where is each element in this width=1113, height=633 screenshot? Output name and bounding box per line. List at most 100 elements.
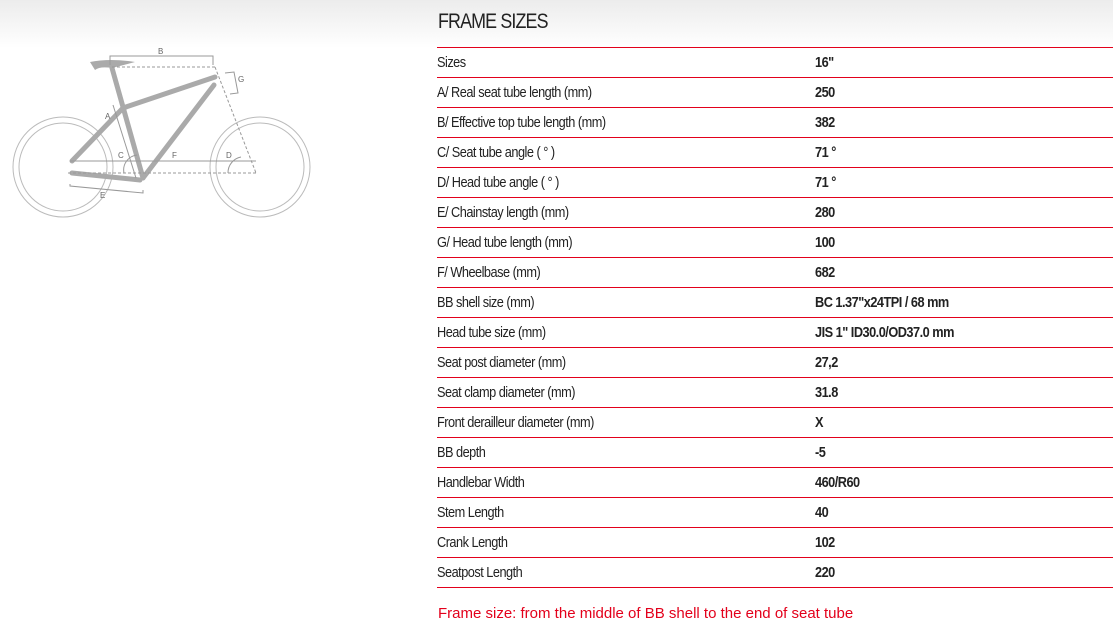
row-value-text: -5 [815, 444, 826, 461]
row-label-text: G/ Head tube length (mm) [437, 234, 573, 251]
row-label: Head tube size (mm) [437, 317, 815, 348]
row-value-text: 220 [815, 564, 835, 581]
row-label-text: Seat post diameter (mm) [437, 354, 566, 371]
table-row: Crank Length 102 [437, 527, 1113, 558]
bike-geometry-diagram: B G A C F D E [12, 47, 311, 218]
row-label: C/ Seat tube angle ( ° ) [437, 137, 815, 168]
row-value: 31.8 [815, 377, 1113, 408]
row-label: E/ Chainstay length (mm) [437, 197, 815, 228]
rear-wheel [12, 116, 114, 218]
row-label-text: Handlebar Width [437, 474, 525, 491]
table-row: Seat post diameter (mm) 27,2 [437, 347, 1113, 378]
row-label: F/ Wheelbase (mm) [437, 257, 815, 288]
row-label: BB shell size (mm) [437, 287, 815, 318]
page-title: FRAME SIZES [438, 10, 549, 33]
row-value-text: BC 1.37"x24TPI / 68 mm [815, 294, 949, 311]
table-row: Front derailleur diameter (mm) X [437, 407, 1113, 438]
row-value-text: 71 ° [815, 144, 836, 161]
row-label-text: C/ Seat tube angle ( ° ) [437, 144, 555, 161]
row-label: A/ Real seat tube length (mm) [437, 77, 815, 108]
table-row: Sizes 16" [437, 47, 1113, 78]
table-row: D/ Head tube angle ( ° ) 71 ° [437, 167, 1113, 198]
frame-size-note: Frame size: from the middle of BB shell … [438, 605, 854, 622]
label-c: C [118, 151, 124, 160]
row-value: 71 ° [815, 167, 1113, 198]
row-label-text: B/ Effective top tube length (mm) [437, 114, 606, 131]
label-e: E [100, 191, 105, 200]
label-g: G [238, 75, 244, 84]
row-value: X [815, 407, 1113, 438]
row-label-text: Seat clamp diameter (mm) [437, 384, 575, 401]
table-row: Seatpost Length 220 [437, 557, 1113, 588]
row-label-text: A/ Real seat tube length (mm) [437, 84, 592, 101]
table-row: C/ Seat tube angle ( ° ) 71 ° [437, 137, 1113, 168]
row-label-text: BB depth [437, 444, 486, 461]
table-row: Head tube size (mm) JIS 1" ID30.0/OD37.0 … [437, 317, 1113, 348]
row-value: 250 [815, 77, 1113, 108]
row-value-text: 280 [815, 204, 835, 221]
row-value: 100 [815, 227, 1113, 258]
table-row: Stem Length 40 [437, 497, 1113, 528]
row-label-text: D/ Head tube angle ( ° ) [437, 174, 559, 191]
row-value: -5 [815, 437, 1113, 468]
label-f: F [172, 151, 177, 160]
header-background [0, 0, 1113, 48]
table-row: F/ Wheelbase (mm) 682 [437, 257, 1113, 288]
label-a: A [105, 112, 111, 121]
table-row: Seat clamp diameter (mm) 31.8 [437, 377, 1113, 408]
row-value-text: 382 [815, 114, 835, 131]
row-label: Stem Length [437, 497, 815, 528]
row-value: 682 [815, 257, 1113, 288]
row-value-text: 31.8 [815, 384, 838, 401]
row-value-text: 100 [815, 234, 835, 251]
row-label: Front derailleur diameter (mm) [437, 407, 815, 438]
table-row: E/ Chainstay length (mm) 280 [437, 197, 1113, 228]
row-value: 40 [815, 497, 1113, 528]
row-value-text: 460/R60 [815, 474, 860, 491]
row-label: D/ Head tube angle ( ° ) [437, 167, 815, 198]
row-value-text: 40 [815, 504, 829, 521]
table-row: BB depth -5 [437, 437, 1113, 468]
row-label: B/ Effective top tube length (mm) [437, 107, 815, 138]
row-value-text: 16" [815, 54, 834, 71]
row-value-text: 27,2 [815, 354, 838, 371]
row-value: JIS 1" ID30.0/OD37.0 mm [815, 317, 1113, 348]
row-label-text: Seatpost Length [437, 564, 523, 581]
label-d: D [226, 151, 232, 160]
row-label: Sizes [437, 47, 815, 78]
row-value-text: 250 [815, 84, 835, 101]
row-label-text: BB shell size (mm) [437, 294, 535, 311]
row-label: Seatpost Length [437, 557, 815, 588]
row-value: 382 [815, 107, 1113, 138]
row-value-text: JIS 1" ID30.0/OD37.0 mm [815, 324, 954, 341]
row-value: 460/R60 [815, 467, 1113, 498]
row-label: Seat post diameter (mm) [437, 347, 815, 378]
frame-sizes-table: Sizes 16" A/ Real seat tube length (mm) 250… [437, 47, 1113, 588]
row-label-text: Sizes [437, 54, 466, 71]
row-label-text: Crank Length [437, 534, 508, 551]
row-value: 16" [815, 47, 1113, 78]
row-label-text: F/ Wheelbase (mm) [437, 264, 541, 281]
row-value: 27,2 [815, 347, 1113, 378]
row-label: Handlebar Width [437, 467, 815, 498]
row-value: BC 1.37"x24TPI / 68 mm [815, 287, 1113, 318]
row-value: 102 [815, 527, 1113, 558]
row-label: G/ Head tube length (mm) [437, 227, 815, 258]
label-b: B [158, 47, 163, 56]
row-value-text: 682 [815, 264, 835, 281]
table-row: A/ Real seat tube length (mm) 250 [437, 77, 1113, 108]
row-label-text: Stem Length [437, 504, 504, 521]
table-row: G/ Head tube length (mm) 100 [437, 227, 1113, 258]
table-row: BB shell size (mm) BC 1.37"x24TPI / 68 mm [437, 287, 1113, 318]
row-value: 280 [815, 197, 1113, 228]
table-row: B/ Effective top tube length (mm) 382 [437, 107, 1113, 138]
row-value-text: 102 [815, 534, 835, 551]
row-label: BB depth [437, 437, 815, 468]
front-wheel [209, 116, 311, 218]
row-value-text: X [815, 414, 824, 431]
row-label-text: Front derailleur diameter (mm) [437, 414, 594, 431]
row-label: Crank Length [437, 527, 815, 558]
table-row: Handlebar Width 460/R60 [437, 467, 1113, 498]
row-value: 71 ° [815, 137, 1113, 168]
row-label: Seat clamp diameter (mm) [437, 377, 815, 408]
